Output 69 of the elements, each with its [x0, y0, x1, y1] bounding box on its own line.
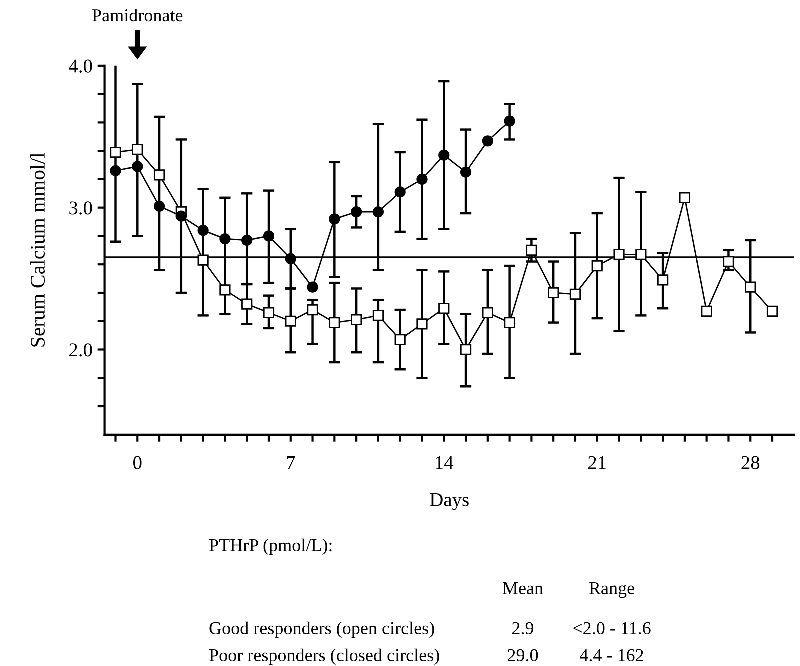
- x-axis-title: Days: [430, 494, 469, 510]
- point: [614, 249, 625, 260]
- text: Range: [589, 582, 634, 598]
- point: [372, 310, 384, 322]
- point: [745, 282, 756, 293]
- point: [657, 274, 669, 286]
- x-tick-label: 0: [134, 456, 142, 470]
- point: [307, 304, 318, 316]
- point: [154, 170, 166, 181]
- point: [110, 165, 122, 177]
- point: [132, 161, 144, 172]
- text: Poor responders (closed circles): [210, 648, 440, 666]
- point: [416, 318, 428, 330]
- point: [570, 288, 582, 300]
- point: [220, 284, 231, 296]
- point: [132, 144, 144, 156]
- point: [220, 234, 231, 245]
- point: [504, 317, 516, 328]
- point: [351, 314, 362, 326]
- point: [242, 298, 253, 310]
- x-tick-label: 28: [742, 456, 760, 470]
- point: [394, 186, 406, 198]
- point: [154, 200, 166, 212]
- x-tick-label: 7: [287, 456, 296, 470]
- point: [263, 230, 275, 242]
- y-axis-title: Serum Calcium mmol/l: [30, 153, 46, 347]
- text: <2.0 - 11.6: [574, 622, 651, 635]
- point: [372, 206, 384, 218]
- point: [482, 136, 494, 147]
- point: [592, 260, 603, 272]
- point: [263, 307, 275, 318]
- text: 29.0: [508, 649, 538, 662]
- y-tick-label: 2.0: [70, 344, 92, 357]
- point: [504, 116, 516, 127]
- point: [636, 249, 647, 260]
- point: [460, 166, 472, 178]
- point: [394, 334, 406, 346]
- point: [438, 150, 450, 161]
- point: [438, 303, 450, 314]
- point: [351, 206, 362, 218]
- point: [285, 253, 296, 264]
- point: [242, 234, 253, 246]
- text: 4.4 - 162: [580, 649, 644, 662]
- point: [766, 306, 778, 317]
- x-tick-label: 21: [588, 456, 606, 470]
- point: [526, 244, 538, 256]
- text: Pamidronate: [92, 8, 183, 22]
- point: [285, 316, 296, 327]
- text: Good responders (open circles): [210, 622, 434, 638]
- text: Mean: [502, 582, 544, 595]
- point: [198, 254, 209, 266]
- point: [701, 306, 712, 317]
- point: [307, 282, 318, 293]
- point: [329, 214, 340, 225]
- point: [482, 307, 494, 318]
- point: [176, 210, 187, 222]
- point: [460, 344, 472, 356]
- text: 2.9: [512, 622, 534, 635]
- text: PTHrP (pmol/L):: [210, 538, 332, 556]
- y-tick-label: 4.0: [69, 60, 92, 73]
- y-tick-label: 3.0: [70, 202, 92, 215]
- point: [723, 256, 734, 268]
- point: [329, 317, 340, 328]
- x-tick-label: 14: [436, 456, 454, 470]
- point: [548, 287, 560, 299]
- point: [679, 192, 690, 204]
- point: [416, 174, 428, 186]
- point: [110, 146, 122, 158]
- point: [198, 224, 209, 236]
